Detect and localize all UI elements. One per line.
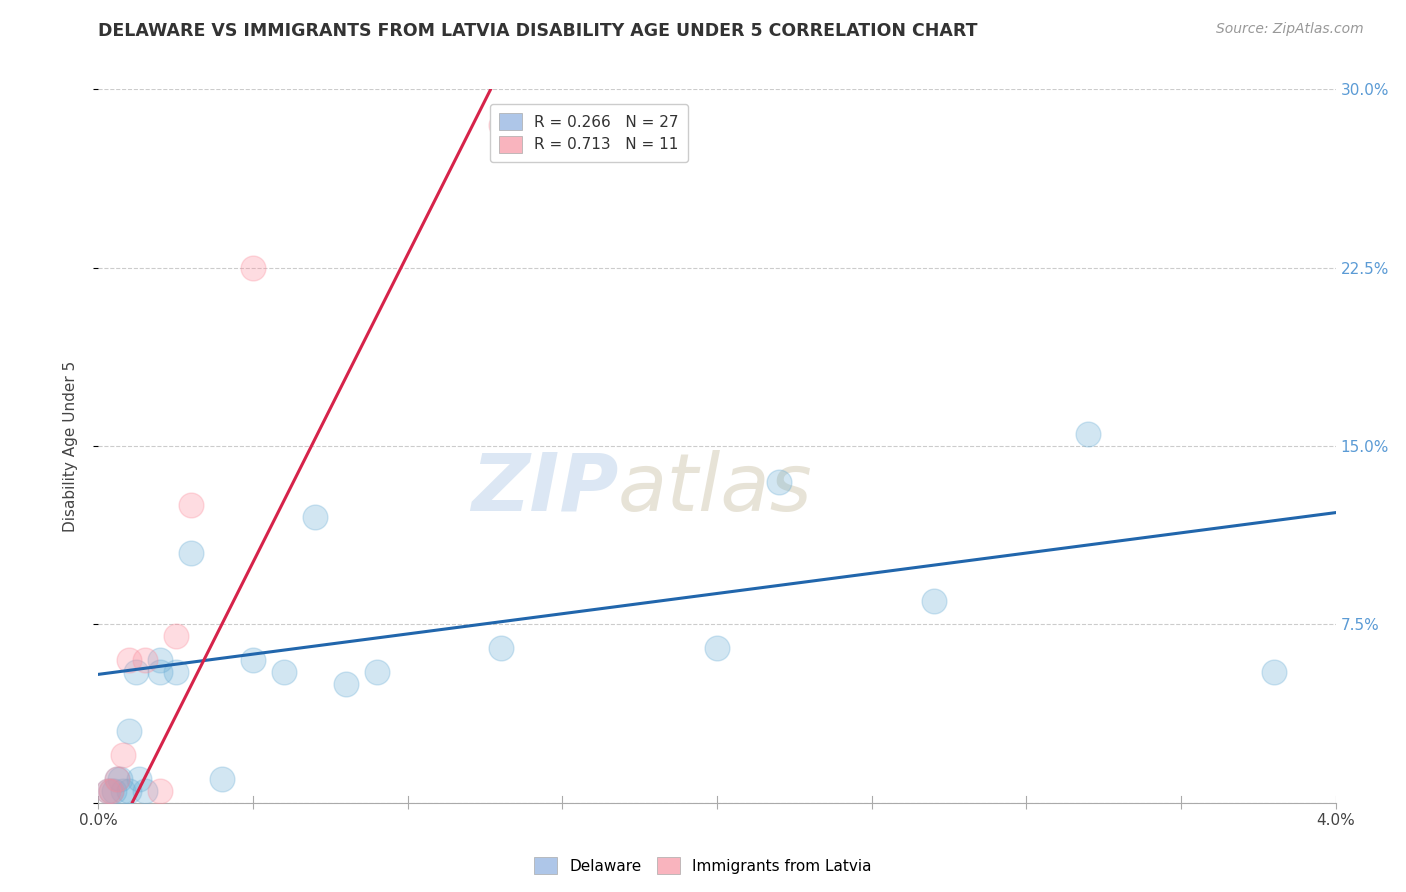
Point (165, 665, 187, 679)
Point (105, 772, 128, 786)
Point (149, 653, 172, 667)
Point (1077, 427, 1099, 442)
Point (1263, 665, 1285, 679)
Point (242, 260, 264, 275)
Point (180, 546, 202, 560)
Point (768, 475, 790, 489)
Legend: Delaware, Immigrants from Latvia: Delaware, Immigrants from Latvia (529, 851, 877, 880)
Text: ZIP: ZIP (471, 450, 619, 528)
Point (149, 665, 172, 679)
Point (108, 772, 131, 786)
Point (100, 784, 122, 798)
Point (165, 629, 187, 643)
Point (211, 772, 233, 786)
Point (112, 784, 135, 798)
Point (922, 593, 945, 607)
Point (134, 653, 156, 667)
Point (97, 784, 120, 798)
Point (97, 784, 120, 798)
Point (273, 665, 295, 679)
Text: Source: ZipAtlas.com: Source: ZipAtlas.com (1216, 22, 1364, 37)
Text: atlas: atlas (619, 450, 813, 528)
Point (149, 784, 172, 798)
Point (105, 772, 128, 786)
Point (242, 653, 264, 667)
Point (118, 784, 141, 798)
Point (118, 724, 141, 739)
Point (134, 784, 156, 798)
Point (118, 653, 141, 667)
Point (489, 641, 512, 656)
Point (128, 772, 150, 786)
Point (489, 118, 512, 132)
Point (103, 784, 125, 798)
Point (335, 677, 357, 691)
Point (112, 748, 135, 763)
Legend: R = 0.266   N = 27, R = 0.713   N = 11: R = 0.266 N = 27, R = 0.713 N = 11 (489, 104, 688, 161)
Point (100, 784, 122, 798)
Point (706, 641, 728, 656)
Point (124, 665, 146, 679)
Point (180, 499, 202, 513)
Point (366, 665, 388, 679)
Y-axis label: Disability Age Under 5: Disability Age Under 5 (63, 360, 77, 532)
Text: DELAWARE VS IMMIGRANTS FROM LATVIA DISABILITY AGE UNDER 5 CORRELATION CHART: DELAWARE VS IMMIGRANTS FROM LATVIA DISAB… (98, 22, 979, 40)
Point (304, 510, 326, 524)
